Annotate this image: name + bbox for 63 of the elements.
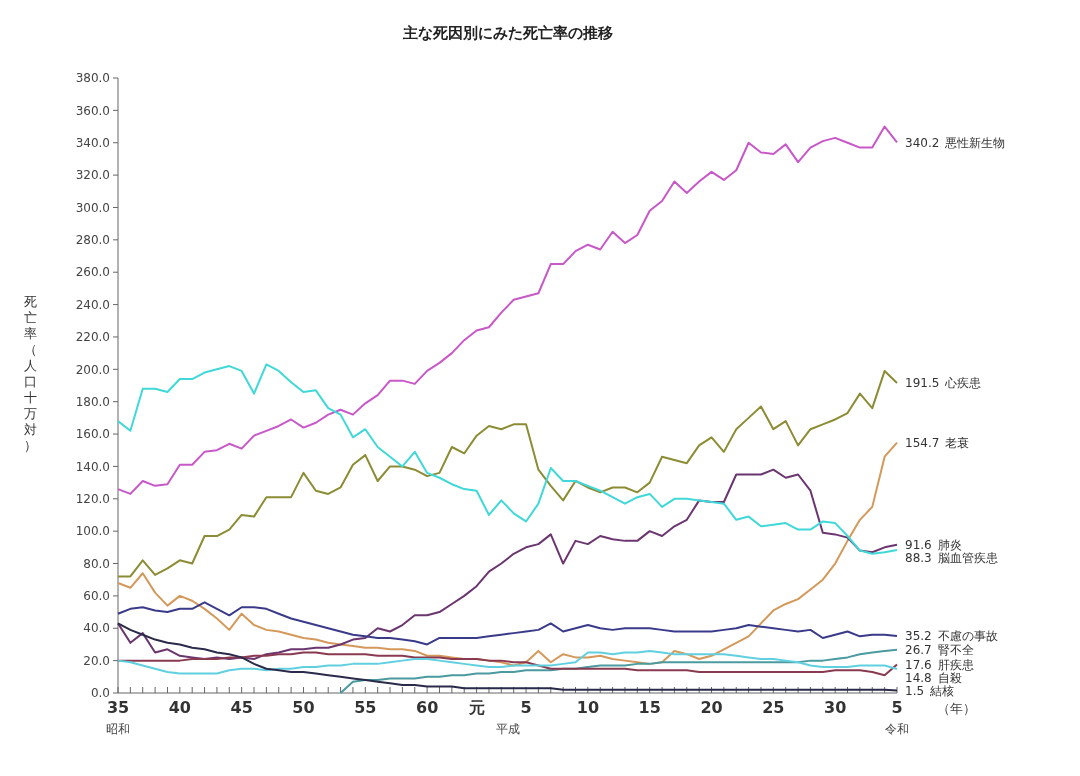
data-label: 1.5 <box>905 683 925 698</box>
x-axis-title: （年） <box>937 701 976 716</box>
line-series <box>339 648 898 694</box>
y-tick-label: 220.0 <box>75 330 110 345</box>
y-tick-label: 80.0 <box>83 556 110 571</box>
y-tick-label: 320.0 <box>75 168 110 183</box>
y-tick-label: 140.0 <box>75 459 110 474</box>
text: 死亡率（人口十万対） <box>23 293 37 453</box>
y-tick-label: 340.0 <box>75 135 110 150</box>
chart-title: 主な死因別にみた死亡率の推移 <box>401 24 613 42</box>
data-label: 340.2 <box>905 135 940 150</box>
text: 自殺 <box>937 670 962 685</box>
text: 肝疾患 <box>937 657 974 672</box>
data-label: 91.6 <box>905 537 932 552</box>
line-series <box>117 601 898 646</box>
y-tick-label: 120.0 <box>75 491 110 506</box>
text: 腎不全 <box>937 642 974 657</box>
x-tick-label: 5 <box>520 698 532 717</box>
text: 肺炎 <box>937 537 962 552</box>
x-tick-label: 元 <box>467 698 485 717</box>
line-series <box>117 125 898 495</box>
data-label: 88.3 <box>905 550 932 565</box>
text: 心疾患 <box>944 376 982 391</box>
y-tick-label: 300.0 <box>75 200 110 215</box>
y-tick-label: 0.0 <box>90 686 110 701</box>
data-label: 17.6 <box>905 657 932 672</box>
text: 結核 <box>929 683 955 698</box>
y-tick-label: 260.0 <box>75 265 110 280</box>
data-label: 35.2 <box>905 629 932 644</box>
data-label: 154.7 <box>905 435 940 450</box>
y-tick-label: 160.0 <box>75 427 110 442</box>
y-tick-label: 180.0 <box>75 394 110 409</box>
y-tick-label: 280.0 <box>75 233 110 248</box>
x-tick-label: 50 <box>292 698 315 717</box>
x-tick-label: 55 <box>354 698 377 717</box>
x-tick-label: 35 <box>106 698 130 717</box>
y-tick-label: 60.0 <box>83 589 110 604</box>
data-label: 26.7 <box>905 642 932 657</box>
text: 不慮の事故 <box>937 629 998 644</box>
data-label: 14.8 <box>905 670 932 685</box>
text: 悪性新生物 <box>944 135 1006 150</box>
y-tick-label: 380.0 <box>75 71 110 86</box>
y-tick-label: 360.0 <box>75 103 110 118</box>
y-tick-label: 240.0 <box>75 297 110 312</box>
text: 老衰 <box>945 435 970 450</box>
x-tick-label: 5 <box>891 698 903 717</box>
y-tick-label: 20.0 <box>83 653 110 668</box>
y-tick-label: 100.0 <box>75 524 110 539</box>
x-tick-label: 20 <box>700 698 723 717</box>
text: 令和 <box>885 722 909 736</box>
x-tick-label: 10 <box>576 698 600 717</box>
data-label: 191.5 <box>905 376 940 391</box>
text: 平成 <box>495 722 520 736</box>
x-tick-label: 15 <box>638 698 661 717</box>
x-tick-label: 25 <box>762 698 785 717</box>
x-tick-label: 40 <box>168 698 191 717</box>
y-tick-label: 40.0 <box>83 621 110 636</box>
x-tick-label: 60 <box>415 698 439 717</box>
x-tick-label: 30 <box>824 698 847 717</box>
text: 昭和 <box>106 722 130 736</box>
y-tick-label: 200.0 <box>75 362 110 377</box>
text: 脳血管疾患 <box>937 550 998 565</box>
x-tick-label: 45 <box>230 698 253 717</box>
